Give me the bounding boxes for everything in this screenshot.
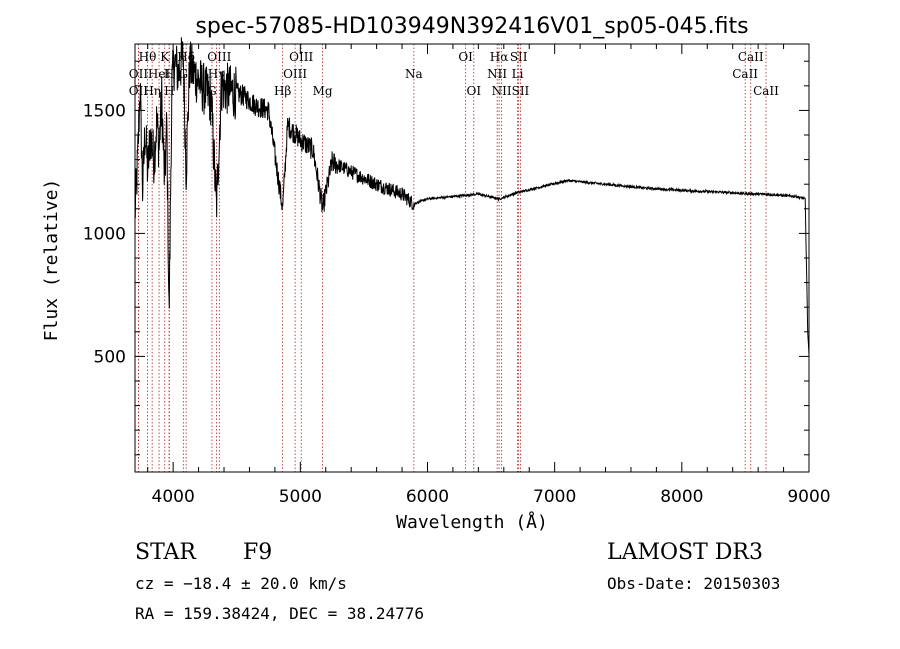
sky-coordinates: RA = 159.38424, DEC = 38.24776 — [135, 604, 424, 623]
line-marker-label: OI — [458, 50, 473, 64]
y-tick-label: 1000 — [83, 224, 126, 244]
survey-name: LAMOST DR3 — [607, 540, 763, 565]
line-marker-label: Na — [405, 67, 423, 81]
line-marker-label: SII — [512, 84, 530, 98]
object-subclass: F9 — [243, 540, 273, 565]
line-marker-label: NII — [487, 67, 507, 81]
plot-frame — [134, 43, 810, 473]
line-marker-label: OIII — [289, 50, 313, 64]
line-marker-label: Li — [512, 67, 524, 81]
line-marker-label: H — [164, 84, 174, 98]
y-axis-ticks: 500 1000 1500 — [83, 60, 809, 456]
line-marker-label: NII — [492, 84, 512, 98]
line-marker-label: CaII — [738, 50, 764, 64]
line-marker-label: H — [164, 67, 174, 81]
line-marker-label: SII — [510, 50, 528, 64]
line-marker-label: OII — [129, 84, 149, 98]
flux-series-line — [134, 37, 810, 356]
x-axis-label: Wavelength (Å) — [396, 511, 548, 533]
x-tick-label: 7000 — [533, 487, 576, 507]
line-marker-label: OI — [466, 84, 481, 98]
chart-title: spec-57085-HD103949N392416V01_sp05-045.f… — [195, 14, 748, 39]
observation-date: Obs-Date: 20150303 — [607, 574, 781, 593]
line-marker-label: Hη — [143, 84, 161, 98]
line-marker-label: HeI — [148, 67, 171, 81]
line-marker-label: Hα — [490, 50, 509, 64]
line-marker-label: Hβ — [274, 84, 291, 98]
line-marker-label: CaII — [753, 84, 779, 98]
line-marker-label: K — [160, 50, 170, 64]
line-marker-label: OIII — [283, 67, 307, 81]
x-tick-label: 5000 — [279, 487, 322, 507]
x-tick-label: 6000 — [406, 487, 449, 507]
object-class: STAR — [135, 540, 196, 565]
x-tick-label: 9000 — [787, 487, 830, 507]
y-axis-label: Flux (relative) — [41, 179, 62, 342]
line-marker-label: Mg — [313, 84, 333, 98]
redshift-velocity: cz = −18.4 ± 20.0 km/s — [135, 574, 347, 593]
y-tick-label: 1500 — [83, 101, 126, 121]
line-marker-label: Hθ — [139, 50, 157, 64]
y-tick-label: 500 — [94, 347, 126, 367]
x-tick-label: 4000 — [152, 487, 195, 507]
x-axis-ticks: 4000 5000 6000 7000 8000 9000 — [147, 44, 831, 507]
x-tick-label: 8000 — [660, 487, 703, 507]
line-marker-label: OIII — [207, 50, 231, 64]
line-marker-label: OII — [129, 67, 149, 81]
line-marker-label: CaII — [732, 67, 758, 81]
